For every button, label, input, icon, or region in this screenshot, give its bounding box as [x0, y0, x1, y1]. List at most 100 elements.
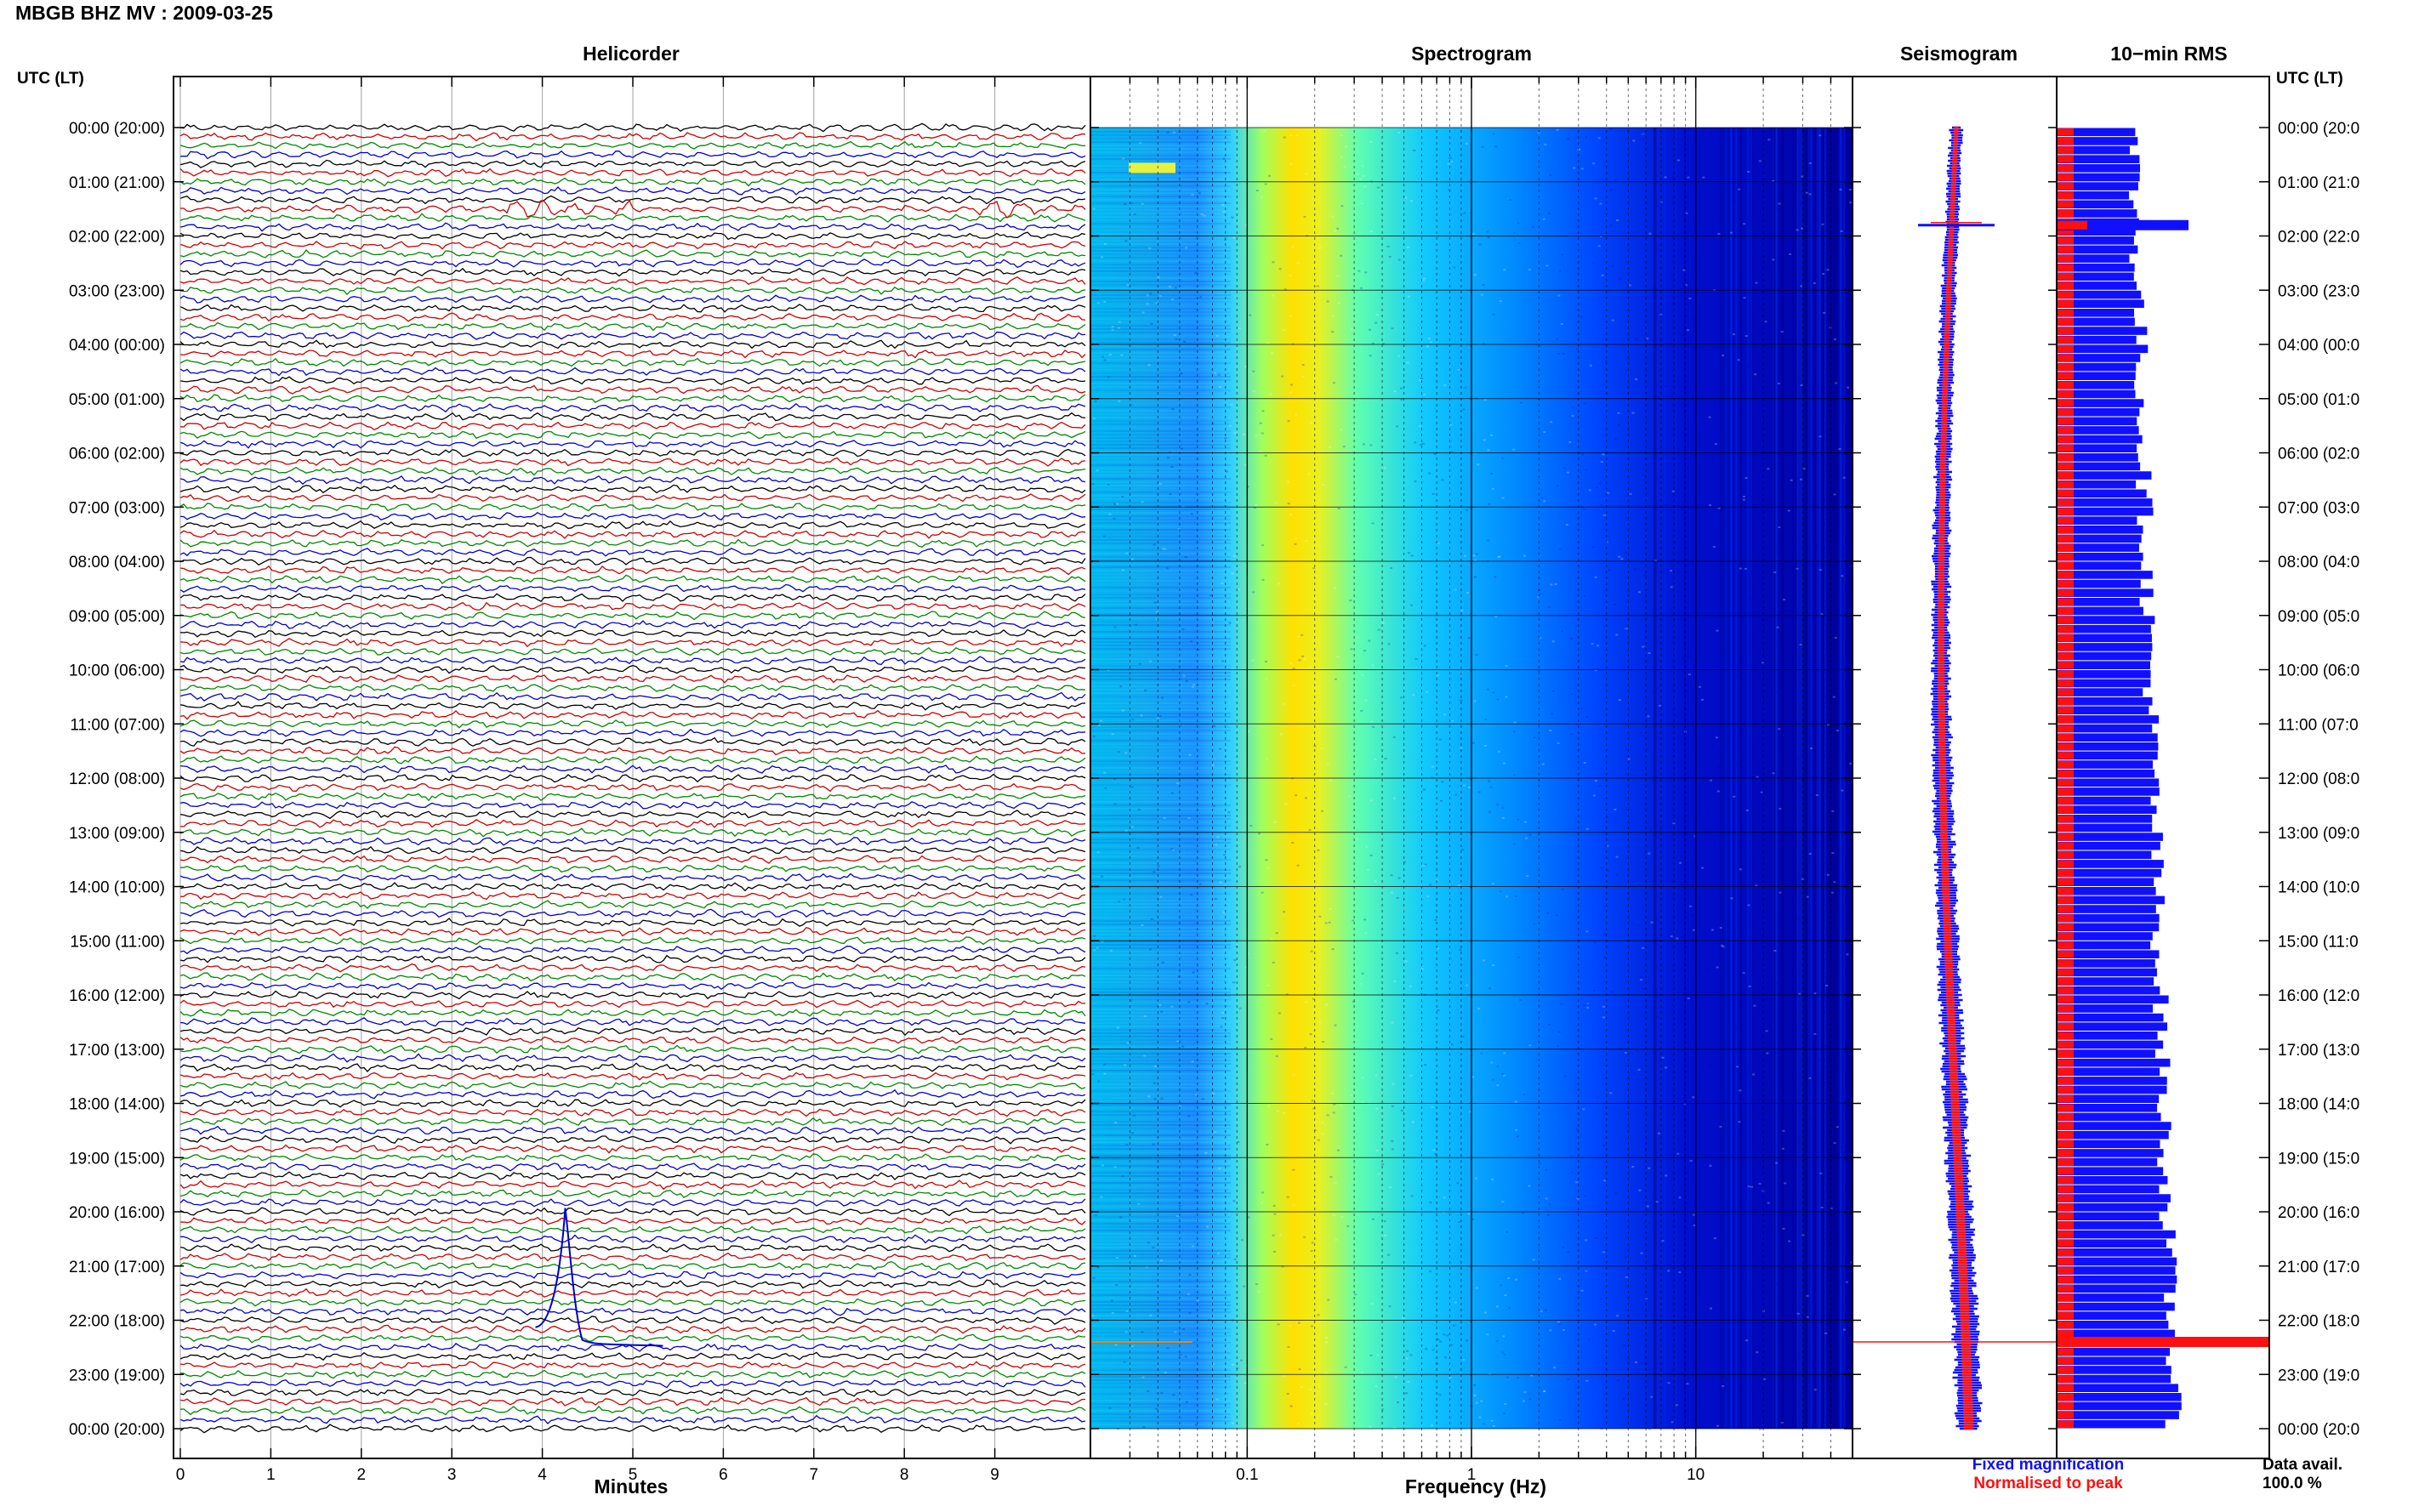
rms-normalised-bar: [2057, 652, 2074, 660]
rms-fixed-bar: [2057, 489, 2147, 498]
rms-fixed-bar: [2057, 616, 2155, 624]
rms-normalised-bar: [2057, 526, 2074, 534]
rms-normalised-bar: [2057, 1248, 2074, 1257]
hour-label-right: 03:00 (23:0: [2278, 282, 2359, 300]
rms-normalised-bar: [2057, 1285, 2074, 1293]
rms-fixed-bar: [2057, 399, 2144, 407]
rms-fixed-bar: [2057, 715, 2160, 724]
rms-normalised-bar: [2057, 273, 2074, 281]
rms-normalised-bar: [2057, 254, 2074, 263]
rms-normalised-bar: [2057, 508, 2074, 515]
hour-label-left: 14:00 (10:00): [69, 879, 165, 897]
rms-fixed-bar: [2057, 661, 2150, 669]
rms-normalised-bar: [2057, 1411, 2074, 1419]
rms-fixed-bar: [2057, 1266, 2176, 1275]
rms-normalised-bar: [2057, 1375, 2074, 1383]
rms-fixed-bar: [2057, 1411, 2179, 1419]
rms-fixed-bar: [2057, 941, 2151, 950]
rms-outlier-normalised: [2057, 220, 2087, 230]
rms-normalised-bar: [2057, 535, 2074, 543]
hour-label-right: 20:00 (16:0: [2278, 1204, 2359, 1222]
rms-fixed-bar: [2057, 796, 2151, 805]
rms-fixed-bar: [2057, 435, 2143, 444]
rms-fixed-bar: [2057, 742, 2159, 751]
rms-normalised-bar: [2057, 164, 2074, 173]
rms-fixed-bar: [2057, 905, 2156, 913]
rms-fixed-bar: [2057, 850, 2152, 860]
rms-fixed-bar: [2057, 634, 2152, 643]
hour-label-right: 18:00 (14:0: [2278, 1096, 2359, 1114]
rms-normalised-bar: [2057, 1231, 2074, 1238]
rms-normalised-bar: [2057, 760, 2074, 769]
spectrogram-xlabel: Frequency (Hz): [1404, 1475, 1547, 1498]
rms-normalised-bar: [2057, 797, 2074, 804]
rms-normalised-bar: [2057, 1004, 2074, 1013]
rms-normalised-bar: [2057, 1086, 2074, 1094]
rms-normalised-bar: [2057, 418, 2074, 425]
rms-fixed-bar: [2057, 1230, 2176, 1239]
rms-normalised-bar: [2057, 860, 2074, 868]
rms-fixed-bar: [2057, 1077, 2167, 1085]
rms-normalised-bar: [2057, 543, 2074, 552]
rms-fixed-bar: [2057, 272, 2134, 281]
rms-fixed-bar: [2057, 932, 2153, 941]
hour-label-left: 13:00 (09:00): [69, 825, 165, 843]
rms-outlier-normalised: [2057, 1337, 2269, 1347]
rms-fixed-bar: [2057, 1140, 2160, 1149]
hour-label-right: 09:00 (05:0: [2278, 608, 2359, 626]
hour-label-left: 08:00 (04:00): [69, 554, 165, 571]
rms-normalised-bar: [2057, 1077, 2074, 1085]
rms-normalised-bar: [2057, 1221, 2074, 1230]
hour-label-left: 20:00 (16:00): [69, 1204, 165, 1222]
rms-fixed-bar: [2057, 1239, 2166, 1248]
rms-normalised-bar: [2057, 1068, 2074, 1076]
hour-label-right: 04:00 (00:0: [2278, 337, 2359, 355]
hour-label-right: 12:00 (08:0: [2278, 770, 2359, 788]
rms-normalised-bar: [2057, 1032, 2074, 1040]
rms-normalised-bar: [2057, 453, 2074, 462]
rms-fixed-bar: [2057, 651, 2152, 661]
rms-fixed-bar: [2057, 1202, 2168, 1212]
helicorder-tick-label: 6: [719, 1466, 728, 1484]
rms-normalised-bar: [2057, 498, 2074, 507]
rms-normalised-bar: [2057, 1357, 2074, 1365]
rms-normalised-bar: [2057, 1276, 2074, 1283]
rms-fixed-bar: [2057, 444, 2137, 452]
rms-fixed-bar: [2057, 1032, 2158, 1040]
rms-normalised-bar: [2057, 137, 2074, 145]
hour-label-right: 22:00 (18:0: [2278, 1313, 2359, 1331]
legend-normalised-to-peak: Normalised to peak: [1973, 1475, 2123, 1492]
rms-fixed-bar: [2057, 696, 2153, 706]
hour-label-left: 05:00 (01:00): [69, 391, 165, 409]
rms-normalised-bar: [2057, 399, 2074, 407]
rms-fixed-bar: [2057, 236, 2134, 245]
rms-fixed-bar: [2057, 724, 2153, 733]
rms-fixed-bar: [2057, 1393, 2182, 1401]
rms-fixed-bar: [2057, 498, 2153, 507]
hour-label-left: 11:00 (07:00): [70, 716, 165, 734]
rms-fixed-bar: [2057, 670, 2151, 679]
rms-normalised-bar: [2057, 1122, 2074, 1130]
rms-fixed-bar: [2057, 1167, 2164, 1175]
rms-normalised-bar: [2057, 733, 2074, 742]
rms-fixed-bar: [2057, 317, 2135, 327]
rms-fixed-bar: [2057, 1176, 2168, 1185]
rms-fixed-bar: [2057, 751, 2158, 760]
rms-normalised-bar: [2057, 354, 2074, 362]
rms-fixed-bar: [2057, 986, 2160, 995]
rms-fixed-bar: [2057, 1104, 2158, 1112]
rms-fixed-bar: [2057, 543, 2139, 552]
rms-fixed-bar: [2057, 1212, 2160, 1221]
hour-label-right: 14:00 (10:0: [2278, 879, 2359, 897]
rms-fixed-bar: [2057, 1384, 2178, 1392]
spectrogram-title: Spectrogram: [1411, 43, 1532, 65]
rms-fixed-bar: [2057, 643, 2153, 651]
rms-normalised-bar: [2057, 670, 2074, 679]
rms-fixed-bar: [2057, 679, 2151, 688]
rms-normalised-bar: [2057, 1348, 2074, 1356]
rms-fixed-bar: [2057, 552, 2143, 561]
rms-normalised-bar: [2057, 742, 2074, 751]
rms-normalised-bar: [2057, 1059, 2074, 1066]
rms-fixed-bar: [2057, 769, 2155, 778]
rms-normalised-bar: [2057, 309, 2074, 317]
